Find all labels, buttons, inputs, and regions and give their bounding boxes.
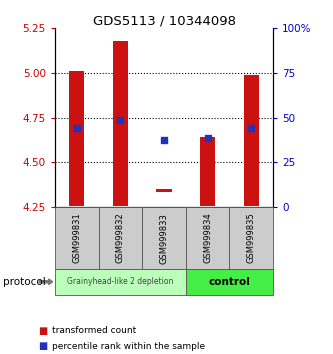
Text: GSM999833: GSM999833	[160, 213, 168, 263]
Text: GSM999832: GSM999832	[116, 213, 125, 263]
Point	[161, 137, 166, 143]
Title: GDS5113 / 10344098: GDS5113 / 10344098	[93, 14, 235, 27]
Text: protocol: protocol	[3, 277, 46, 287]
Text: control: control	[208, 277, 250, 287]
Text: GSM999835: GSM999835	[247, 213, 256, 263]
Bar	[113, 41, 128, 206]
Text: ■: ■	[38, 341, 48, 351]
Bar	[200, 137, 215, 206]
Text: percentile rank within the sample: percentile rank within the sample	[52, 342, 205, 351]
Point	[248, 126, 254, 131]
Bar	[157, 189, 171, 192]
Text: GSM999831: GSM999831	[72, 213, 81, 263]
Point	[74, 125, 80, 130]
Bar	[244, 75, 259, 206]
Text: Grainyhead-like 2 depletion: Grainyhead-like 2 depletion	[67, 277, 173, 286]
Bar	[69, 71, 84, 206]
Point	[118, 118, 123, 123]
Text: transformed count: transformed count	[52, 326, 136, 336]
Text: GSM999834: GSM999834	[203, 213, 212, 263]
Text: ■: ■	[38, 326, 48, 336]
Point	[205, 136, 210, 141]
